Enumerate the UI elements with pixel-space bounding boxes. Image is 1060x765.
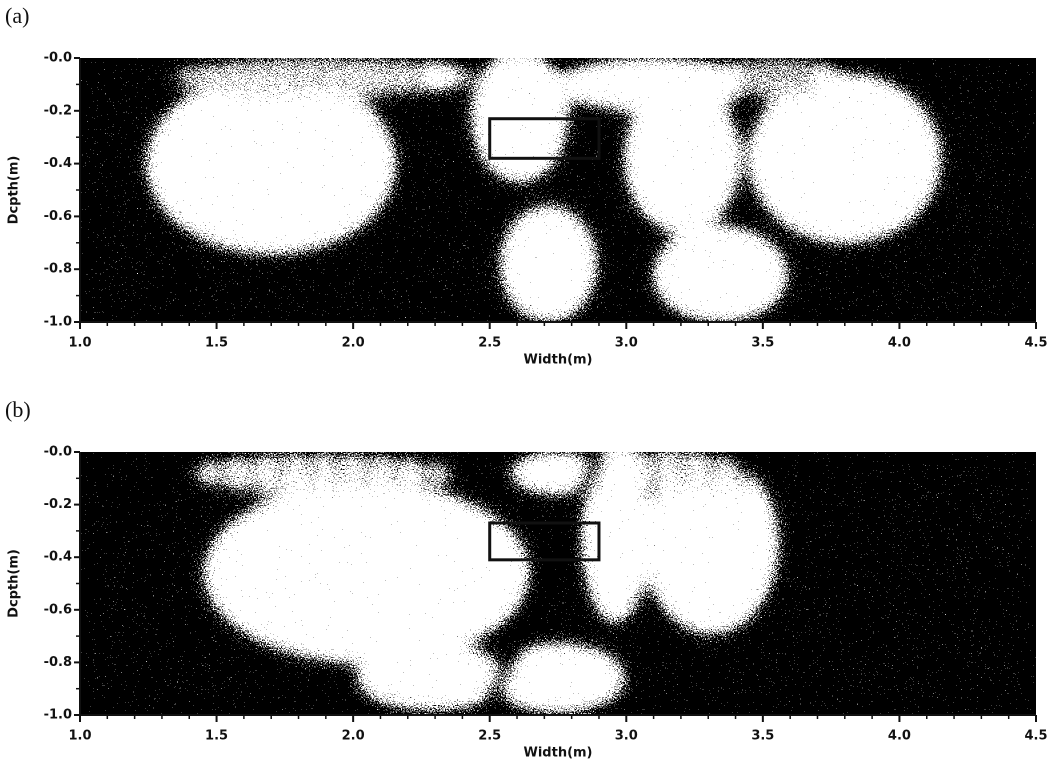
x-tick-label: 2.0: [342, 336, 365, 351]
bright-region: [625, 84, 740, 232]
panel-label: (a): [5, 3, 29, 28]
streak: [339, 47, 347, 100]
bright-region: [204, 484, 529, 663]
y-axis-label: Dcpth(m): [7, 156, 22, 225]
streak: [172, 47, 180, 100]
streak: [387, 47, 395, 100]
y-tick-label: -0.8: [44, 262, 72, 277]
x-tick-label: 1.0: [68, 336, 91, 351]
streak: [420, 441, 428, 494]
bright-region: [501, 206, 597, 322]
y-tick-label: -1.0: [44, 708, 72, 723]
y-tick-label: -0.0: [44, 445, 72, 460]
y-tick-label: -0.4: [44, 156, 72, 171]
x-tick-label: 3.0: [615, 729, 638, 744]
streak: [191, 441, 199, 494]
streak: [277, 441, 285, 494]
streak: [650, 441, 658, 494]
y-axis-label: Dcpth(m): [7, 549, 22, 618]
x-tick-label: 2.0: [342, 729, 365, 744]
bright-region: [147, 74, 396, 254]
streak: [736, 441, 744, 494]
y-tick-label: -0.2: [44, 497, 72, 512]
streak: [363, 441, 371, 494]
y-tick-label: -0.6: [44, 602, 72, 617]
radargram: [80, 439, 1036, 715]
streak: [105, 441, 113, 494]
streak: [707, 441, 715, 494]
streak: [745, 47, 753, 100]
bright-region: [357, 647, 510, 710]
streak: [363, 47, 371, 100]
streak: [219, 441, 227, 494]
streak: [243, 47, 251, 100]
x-tick-label: 3.5: [751, 729, 774, 744]
streak: [334, 441, 342, 494]
x-axis-label: Width(m): [524, 746, 593, 761]
bright-region: [721, 55, 836, 97]
y-tick-label: -0.2: [44, 103, 72, 118]
y-tick-label: -1.0: [44, 315, 72, 330]
x-axis-label: Width(m): [524, 353, 593, 368]
radargram: [80, 47, 1036, 322]
streak: [305, 441, 313, 494]
streak: [678, 441, 686, 494]
streak: [764, 441, 772, 494]
streak: [291, 47, 299, 100]
streak: [133, 441, 141, 494]
x-tick-label: 4.0: [888, 336, 911, 351]
bright-region: [654, 227, 788, 322]
streak: [391, 441, 399, 494]
streak: [219, 47, 227, 100]
streak: [764, 47, 772, 100]
x-tick-label: 2.5: [478, 336, 501, 351]
panel-label: (b): [5, 397, 31, 422]
y-tick-label: -0.6: [44, 209, 72, 224]
y-tick-label: -0.8: [44, 655, 72, 670]
y-tick-label: -0.4: [44, 550, 72, 565]
x-tick-label: 1.0: [68, 729, 91, 744]
x-tick-label: 1.5: [205, 336, 228, 351]
x-tick-label: 3.0: [615, 336, 638, 351]
streak: [783, 47, 791, 100]
streak: [162, 441, 170, 494]
x-tick-label: 3.5: [751, 336, 774, 351]
x-tick-label: 2.5: [478, 729, 501, 744]
streak: [315, 47, 323, 100]
streak: [267, 47, 275, 100]
image-area: [80, 47, 1036, 322]
x-tick-label: 4.5: [1024, 729, 1047, 744]
streak: [248, 441, 256, 494]
streak: [411, 47, 419, 100]
x-tick-label: 4.5: [1024, 336, 1047, 351]
bright-region: [749, 74, 940, 243]
figure: (a) -0.0 -0.2 -0.4 -0.6 -0.8 -1.0 1.0 1.5 2.0 2.5 3…: [0, 0, 1060, 765]
streak: [196, 47, 204, 100]
y-tick-label: -0.0: [44, 51, 72, 66]
bright-region: [472, 50, 568, 182]
x-tick-label: 4.0: [888, 729, 911, 744]
image-area: [80, 439, 1036, 715]
x-tick-label: 1.5: [205, 729, 228, 744]
streak: [803, 47, 811, 100]
